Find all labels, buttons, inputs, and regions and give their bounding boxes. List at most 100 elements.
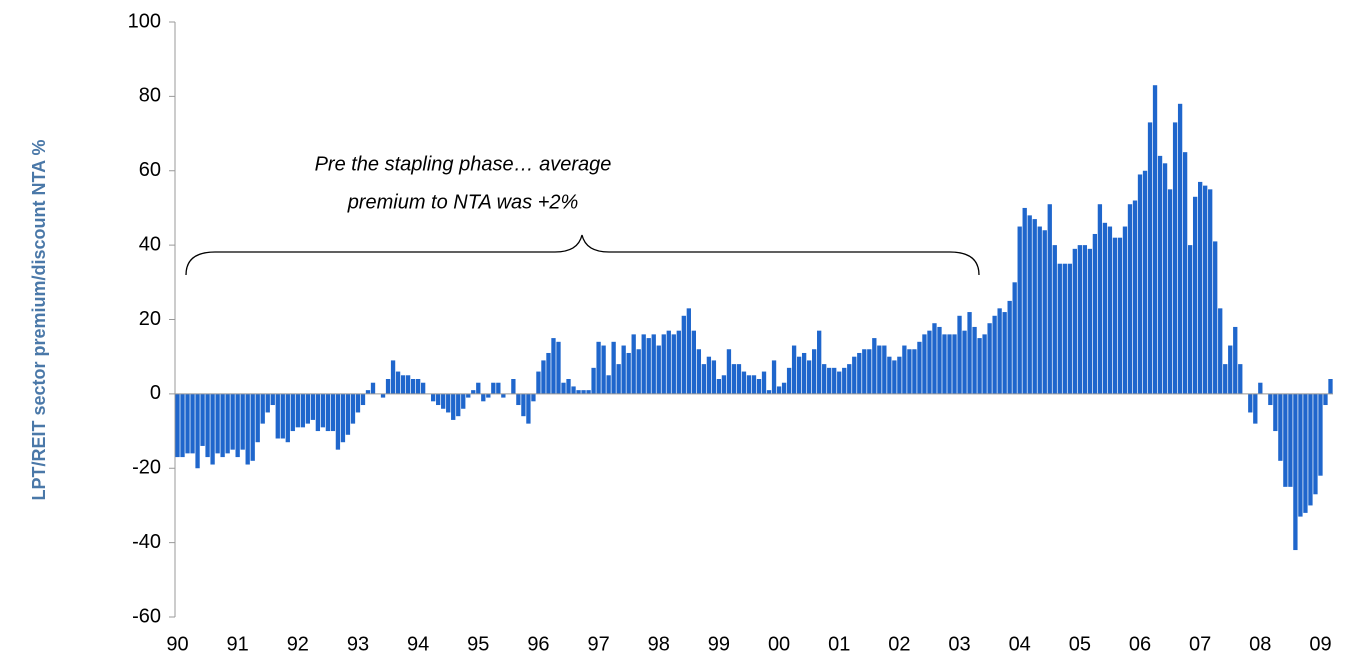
bar: [330, 393, 336, 432]
bar: [310, 393, 316, 420]
bar: [907, 349, 912, 394]
bar: [897, 356, 902, 394]
bar: [215, 393, 220, 454]
bar: [1107, 226, 1113, 394]
bar: [691, 330, 696, 394]
bar: [837, 371, 842, 394]
bar: [626, 352, 631, 394]
bar: [1127, 204, 1133, 394]
bar: [1037, 226, 1042, 394]
bar: [551, 338, 556, 394]
bar: [942, 334, 947, 394]
bar: [210, 393, 215, 465]
x-tick-label: 07: [1189, 633, 1211, 655]
bar: [661, 334, 666, 394]
bar: [616, 364, 621, 394]
bar: [265, 393, 270, 413]
bar: [912, 349, 917, 394]
bar: [1233, 326, 1238, 394]
bar: [446, 393, 451, 413]
bar: [781, 382, 787, 394]
bar: [957, 315, 962, 394]
bar: [696, 349, 702, 394]
bar: [987, 323, 992, 394]
bar: [451, 393, 456, 420]
bar: [706, 356, 712, 394]
bar: [591, 367, 596, 394]
bar: [832, 367, 837, 394]
bar: [486, 393, 491, 398]
bar: [842, 367, 847, 394]
bar: [676, 330, 681, 394]
bar: [1122, 226, 1128, 394]
bar: [546, 352, 551, 394]
bar: [1087, 248, 1093, 394]
bar: [1278, 393, 1283, 461]
bar: [736, 364, 742, 394]
bar: [1072, 248, 1077, 394]
bar: [466, 393, 471, 398]
bar: [290, 393, 295, 432]
brace: [185, 234, 980, 276]
bar: [496, 382, 501, 394]
bar: [1187, 245, 1193, 394]
bar: [1152, 85, 1158, 394]
bar: [1097, 204, 1103, 394]
bar: [456, 393, 461, 417]
x-tick-label: 01: [828, 633, 850, 655]
bar: [1253, 393, 1258, 424]
bar: [250, 393, 255, 461]
bar: [431, 393, 436, 402]
bar: [877, 345, 882, 394]
bar: [1283, 393, 1288, 487]
bar: [932, 323, 937, 394]
bar: [852, 356, 857, 394]
bar: [180, 393, 185, 458]
x-tick-label: 09: [1309, 633, 1331, 655]
bar: [731, 364, 737, 394]
bar: [295, 393, 300, 428]
bar: [1213, 241, 1218, 394]
bar: [235, 393, 240, 458]
bar: [817, 330, 822, 394]
bar: [220, 393, 225, 458]
bar: [360, 393, 366, 406]
bar: [686, 308, 691, 394]
bar: [1007, 300, 1012, 394]
bar: [205, 393, 210, 458]
y-tick-label: -40: [132, 531, 161, 553]
bar: [441, 393, 446, 409]
x-tick-label: 90: [166, 633, 188, 655]
bar: [1062, 263, 1067, 394]
annotation: premium to NTA was +2%: [347, 191, 579, 213]
bar: [1228, 345, 1233, 394]
bar: [420, 382, 426, 394]
bar: [255, 393, 260, 443]
bar: [952, 334, 957, 394]
bar: [541, 360, 546, 394]
y-tick-label: 20: [139, 308, 161, 330]
bar: [280, 393, 285, 439]
bar: [410, 379, 416, 394]
bar: [521, 393, 526, 417]
bar: [380, 393, 386, 398]
bar: [385, 379, 391, 394]
bar: [395, 371, 401, 394]
bar: [1258, 382, 1263, 394]
bar: [1328, 379, 1333, 394]
bar: [1057, 263, 1062, 394]
bar: [796, 356, 802, 394]
bar: [1142, 170, 1148, 394]
bar: [1198, 181, 1203, 394]
bar: [857, 352, 862, 394]
bar: [716, 379, 722, 394]
bar: [982, 334, 987, 394]
x-tick-label: 06: [1129, 633, 1151, 655]
bar: [405, 375, 411, 394]
bar: [1042, 230, 1047, 394]
bar: [1157, 155, 1163, 394]
bar: [1092, 233, 1098, 394]
bar: [1192, 196, 1198, 394]
bar: [962, 330, 967, 394]
x-tick-label: 03: [948, 633, 970, 655]
